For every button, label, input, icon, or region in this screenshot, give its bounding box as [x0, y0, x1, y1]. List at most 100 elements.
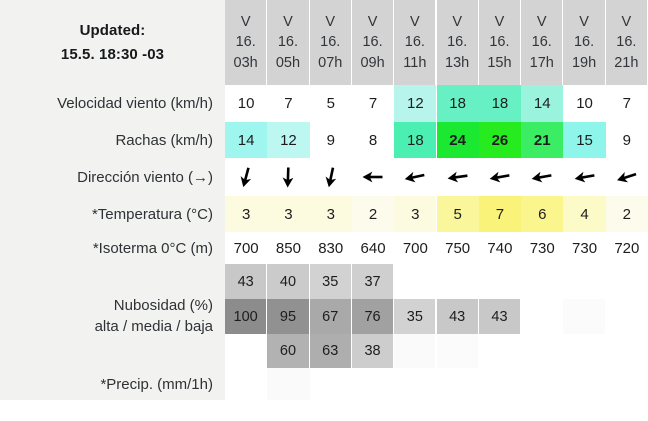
- column-header-hour: 13h: [445, 54, 470, 71]
- wind-direction-arrow-icon: [487, 164, 513, 190]
- cloud-mid-value: 43: [491, 308, 508, 325]
- wind-speed-value: 10: [576, 95, 593, 112]
- cloud-high-cell: 43: [225, 264, 268, 299]
- updated-timestamp: 15.5. 18:30 -03: [60, 45, 165, 63]
- column-header-17h: V 16. 17h: [521, 0, 564, 85]
- label-wind-speed: Velocidad viento (km/h): [0, 85, 225, 122]
- gust-cell: 21: [521, 122, 564, 158]
- temperature-cell: 5: [436, 196, 479, 232]
- isotherm-cell: 850: [267, 232, 310, 264]
- wind-speed-value: 12: [406, 95, 424, 112]
- isotherm-value: 750: [445, 239, 471, 257]
- gust-value: 15: [576, 131, 593, 149]
- isotherm-cell: 730: [521, 232, 564, 264]
- column-header-date: 16.: [235, 34, 256, 51]
- precipitation-cell: [309, 368, 352, 400]
- cloud-mid-cell: 35: [394, 299, 437, 334]
- column-header-hour: 05h: [275, 54, 301, 71]
- wind-speed-value: 5: [326, 95, 335, 112]
- gust-cell: 26: [478, 122, 522, 158]
- column-header-day: V: [367, 13, 378, 30]
- column-header-date: 16.: [489, 34, 510, 51]
- cloud-high-value: 40: [279, 273, 297, 290]
- cloud-low-cell: [605, 334, 648, 368]
- wind-direction-arrow-icon: [572, 164, 598, 190]
- column-header-03h: V 16. 03h: [225, 0, 268, 85]
- temperature-value: 3: [241, 205, 251, 223]
- column-header-date: 16.: [320, 34, 341, 51]
- isotherm-cell: 730: [563, 232, 606, 264]
- temperature-value: 3: [284, 205, 293, 223]
- cloud-high-cell: [605, 264, 648, 299]
- label-precipitation-line-1: *Precip. (mm/1h): [100, 375, 213, 393]
- gust-value: 8: [368, 131, 378, 149]
- cloud-mid-cell: [521, 299, 564, 334]
- precipitation-cell: [394, 368, 437, 400]
- temperature-cell: 7: [478, 196, 522, 232]
- precipitation-cell: [563, 368, 606, 400]
- label-temperature-line-1: *Temperatura (°C): [91, 205, 213, 223]
- label-gusts: Rachas (km/h): [0, 122, 225, 158]
- cloud-high-cell: [478, 264, 522, 299]
- wind-direction-cell: [605, 158, 648, 196]
- temperature-value: 2: [622, 205, 631, 223]
- column-header-date: 16.: [573, 34, 595, 51]
- column-header-hour: 19h: [571, 54, 597, 71]
- column-header-day: V: [283, 13, 293, 30]
- cloud-low-cell: [436, 334, 479, 368]
- column-header-09h: V 16. 09h: [351, 0, 395, 85]
- column-header-date: 16.: [362, 34, 383, 51]
- wind-direction-cell: [436, 158, 479, 196]
- cloud-mid-value: 76: [364, 308, 381, 325]
- temperature-value: 5: [453, 205, 462, 223]
- column-header-hour: 15h: [487, 54, 512, 71]
- label-wind-direction: Dirección viento (→): [0, 158, 225, 196]
- cloud-mid-cell: [605, 299, 648, 334]
- column-header-05h: V 16. 05h: [267, 0, 310, 85]
- cloud-mid-value: 95: [279, 308, 297, 325]
- cloud-mid-cell: 76: [351, 299, 395, 334]
- gust-value: 18: [406, 131, 424, 149]
- cloud-mid-value: 35: [406, 308, 423, 325]
- wind-speed-cell: 10: [563, 85, 606, 122]
- gust-cell: 9: [605, 122, 648, 158]
- label-wind-speed-line-1: Velocidad viento (km/h): [57, 95, 213, 112]
- cloud-low-cell: [521, 334, 564, 368]
- isotherm-value: 850: [275, 239, 301, 257]
- wind-direction-arrow-icon: [360, 164, 386, 190]
- forecast-grid: V 16. 03h V 16. 05h V 16. 07h V 16. 09h V 16. 11h V 16. 1…: [225, 0, 648, 421]
- label-cloudiness-line-1: Nubosidad (%): [113, 296, 213, 314]
- wind-speed-value: 14: [533, 95, 551, 112]
- temperature-cell: 2: [605, 196, 648, 232]
- cloud-high-cell: 40: [267, 264, 310, 299]
- column-header-day: V: [579, 13, 589, 30]
- temperature-cell: 6: [521, 196, 564, 232]
- isotherm-value: 720: [614, 239, 640, 257]
- wind-speed-cell: 14: [521, 85, 564, 122]
- column-header-13h: V 16. 13h: [436, 0, 479, 85]
- column-header-11h: V 16. 11h: [394, 0, 437, 85]
- wind-speed-value: 7: [284, 95, 293, 112]
- temperature-cell: 3: [309, 196, 352, 232]
- cloud-high-value: 37: [364, 273, 381, 290]
- column-header-hour: 03h: [233, 54, 258, 71]
- gust-value: 12: [280, 131, 297, 149]
- label-isotherm-line-1: *Isoterma 0°C (m): [92, 239, 213, 257]
- cloud-mid-value: 67: [322, 308, 339, 325]
- wind-direction-arrow-icon: [275, 164, 301, 190]
- column-header-hour: 07h: [318, 54, 343, 71]
- temperature-value: 4: [580, 205, 589, 223]
- column-header-date: 16.: [404, 34, 425, 51]
- wind-direction-cell: [563, 158, 606, 196]
- wind-direction-arrow-icon: [445, 164, 471, 190]
- updated-title: Updated:: [79, 22, 146, 40]
- gust-value: 9: [326, 131, 335, 149]
- temperature-value: 2: [368, 205, 378, 223]
- gust-value: 24: [449, 131, 466, 149]
- column-header-hour: 21h: [614, 54, 639, 71]
- cloud-mid-cell: 95: [267, 299, 310, 334]
- gust-value: 14: [237, 131, 255, 149]
- cloud-low-cell: 38: [351, 334, 395, 368]
- gust-value: 26: [491, 131, 509, 149]
- column-header-date: 16.: [531, 34, 552, 51]
